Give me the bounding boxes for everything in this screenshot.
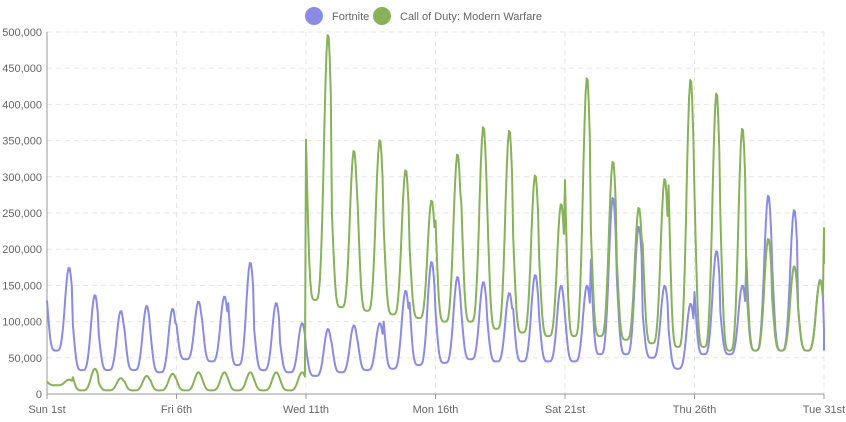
x-tick-label: Fri 6th: [161, 404, 192, 416]
legend-item-0[interactable]: Fortnite: [305, 7, 369, 25]
y-tick-label: 50,000: [8, 353, 42, 365]
x-tick-label: Sat 21st: [545, 404, 585, 416]
x-tick-label: Tue 31st: [803, 404, 845, 416]
axes: 0 50,000 100,000 150,000 200,000 250,000 300,0…: [2, 27, 845, 416]
y-tick-label: 500,000: [2, 27, 42, 39]
y-tick-label: 150,000: [2, 280, 42, 292]
y-tick-label: 200,000: [2, 244, 42, 256]
x-tick-label: Wed 11th: [283, 404, 329, 416]
y-tick-label: 250,000: [2, 208, 42, 220]
series-layer: [46, 34, 825, 392]
legend: Fortnite Call of Duty: Modern Warfare: [305, 7, 542, 25]
legend-label: Fortnite: [332, 11, 369, 23]
y-tick-label: 100,000: [2, 317, 42, 329]
x-tick-label: Thu 26th: [673, 404, 716, 416]
x-tick-label: Sun 1st: [28, 404, 65, 416]
legend-swatch: [305, 7, 323, 25]
y-tick-label: 400,000: [2, 99, 42, 111]
y-tick-label: 300,000: [2, 172, 42, 184]
y-tick-label: 0: [36, 389, 42, 401]
x-tick-label: Mon 16th: [413, 404, 459, 416]
y-tick-label: 450,000: [2, 63, 42, 75]
series-line-1: [46, 34, 825, 392]
legend-label: Call of Duty: Modern Warfare: [400, 11, 542, 23]
series-line-0: [46, 194, 825, 377]
legend-swatch: [373, 7, 391, 25]
y-tick-label: 350,000: [2, 136, 42, 148]
legend-item-1[interactable]: Call of Duty: Modern Warfare: [373, 7, 542, 25]
